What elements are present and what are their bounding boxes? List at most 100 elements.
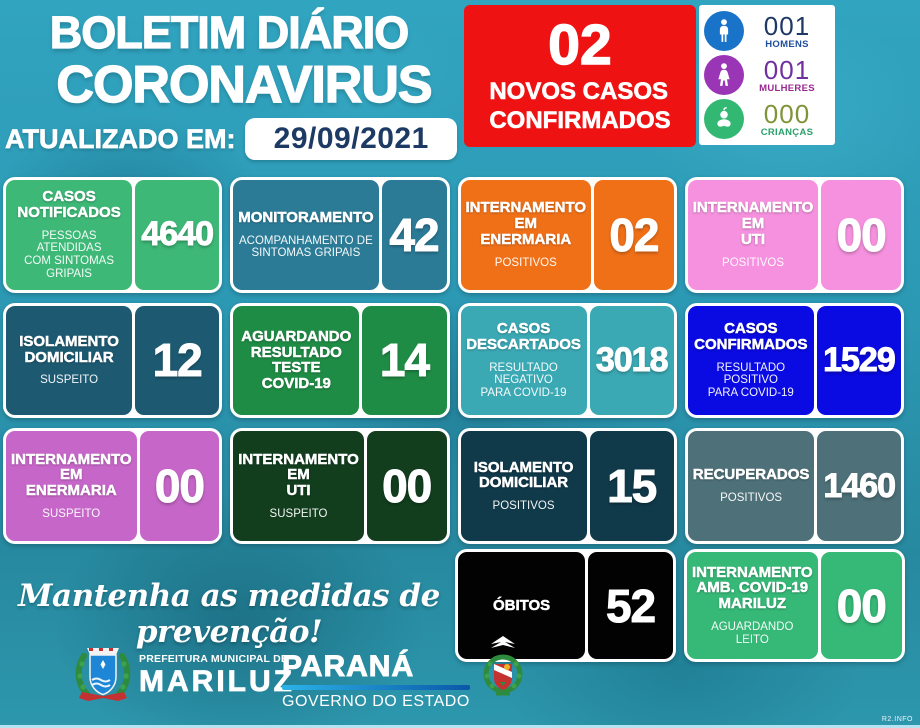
card-internamento-enfermaria-suspeito: INTERNAMENTO EM ENERMARIA SUSPEITO 00 — [3, 428, 223, 544]
card-title: AGUARDANDO RESULTADO TESTE COVID-19 — [241, 327, 352, 393]
new-cases-line2: CONFIRMADOS — [489, 107, 671, 135]
men-count: 001 — [763, 10, 811, 41]
card-title: ÓBITOS — [492, 596, 551, 614]
men-label: HOMENS — [765, 38, 809, 50]
card-isolamento-domiciliar-positivos: ISOLAMENTO DOMICILIAR POSITIVOS 15 — [457, 428, 677, 544]
new-cases-label: NOVOS CASOS CONFIRMADOS — [489, 78, 671, 136]
prefeitura-line2: MARILUZ — [139, 664, 295, 698]
card-value: 14 — [379, 334, 430, 387]
card-value: 02 — [609, 208, 660, 261]
card-value-pane: 02 — [594, 180, 674, 290]
title-line1: BOLETIM DIÁRIO — [49, 7, 410, 58]
parana-name: PARANÁ — [282, 650, 415, 683]
card-subtitle: POSITIVOS — [494, 256, 557, 269]
card-value: 1460 — [823, 466, 897, 505]
card-label-pane: MONITORAMENTO ACOMPANHAMENTO DE SINTOMAS… — [233, 180, 379, 290]
card-value: 3018 — [595, 340, 669, 379]
card-value-pane: 42 — [381, 180, 447, 290]
card-internamento-amb-covid: INTERNAMENTO AMB. COVID-19 MARILUZ AGUAR… — [684, 549, 905, 662]
card-value-pane: 1529 — [816, 305, 901, 416]
prevention-message: Mantenha as medidas de prevenção! — [18, 578, 440, 650]
card-obitos: ÓBITOS 52 — [455, 549, 676, 662]
card-aguardando-resultado: AGUARDANDO RESULTADO TESTE COVID-19 14 — [230, 302, 450, 419]
demographics-children: 000 CRIANÇAS — [744, 101, 830, 138]
card-value: 4640 — [141, 215, 215, 254]
card-value-pane: 12 — [135, 305, 220, 416]
card-subtitle: SUSPEITO — [40, 374, 99, 387]
card-value: 1529 — [823, 340, 897, 379]
prefeitura-line1: PREFEITURA MUNICIPAL DE — [139, 653, 289, 666]
card-recuperados: RECUPERADOS POSITIVOS 1460 — [684, 428, 904, 544]
card-subtitle: PESSOAS ATENDIDAS COM SINTOMAS GRIPAIS — [24, 229, 114, 280]
children-count: 000 — [763, 98, 811, 129]
card-label-pane: INTERNAMENTO EM ENERMARIA POSITIVOS — [460, 180, 592, 290]
card-title: CASOS DESCARTADOS — [466, 320, 581, 354]
title-line2: CORONAVIRUS — [56, 56, 434, 114]
card-title: INTERNAMENTO EM ENERMARIA — [11, 450, 132, 500]
card-label-pane: INTERNAMENTO EM UTI POSITIVOS — [687, 180, 819, 290]
card-label-pane: INTERNAMENTO EM ENERMARIA SUSPEITO — [6, 431, 137, 541]
demographics-men: 001 HOMENS — [744, 13, 830, 50]
card-value-pane: 00 — [820, 552, 902, 659]
card-casos-notificados: CASOS NOTIFICADOS PESSOAS ATENDIDAS COM … — [3, 177, 223, 293]
card-subtitle: POSITIVOS — [720, 492, 783, 505]
card-value-pane: 00 — [366, 431, 447, 541]
card-label-pane: ISOLAMENTO DOMICILIAR SUSPEITO — [6, 305, 133, 416]
card-value-pane: 4640 — [135, 180, 220, 290]
demographics-row-children: 000 CRIANÇAS — [704, 98, 830, 140]
card-subtitle: ACOMPANHAMENTO DE SINTOMAS GRIPAIS — [239, 234, 373, 260]
updated-label: ATUALIZADO EM: — [5, 123, 236, 154]
card-subtitle: POSITIVOS — [492, 500, 555, 513]
card-internamento-enfermaria-positivos: INTERNAMENTO EM ENERMARIA POSITIVOS 02 — [457, 177, 677, 293]
card-value: 00 — [836, 579, 887, 632]
card-subtitle: SUSPEITO — [42, 507, 101, 520]
new-cases-value: 02 — [548, 13, 613, 78]
card-label-pane: AGUARDANDO RESULTADO TESTE COVID-19 — [233, 305, 360, 416]
new-cases-line1: NOVOS CASOS — [489, 78, 669, 106]
card-isolamento-domiciliar-suspeito: ISOLAMENTO DOMICILIAR SUSPEITO 12 — [3, 302, 223, 419]
card-value: 00 — [382, 460, 433, 513]
card-subtitle: POSITIVOS — [722, 256, 785, 269]
card-casos-confirmados: CASOS CONFIRMADOS RESULTADO POSITIVO PAR… — [684, 302, 904, 419]
card-subtitle: RESULTADO POSITIVO PARA COVID-19 — [707, 361, 794, 400]
card-value-pane: 14 — [362, 305, 447, 416]
card-title: INTERNAMENTO EM ENERMARIA — [465, 199, 587, 248]
card-title: ISOLAMENTO DOMICILIAR — [473, 458, 574, 492]
card-value-pane: 3018 — [589, 305, 674, 416]
card-title: ISOLAMENTO DOMICILIAR — [19, 332, 119, 366]
card-value-pane: 52 — [588, 552, 673, 659]
card-label-pane: ISOLAMENTO DOMICILIAR POSITIVOS — [460, 431, 587, 541]
card-title: CASOS NOTIFICADOS — [17, 188, 121, 222]
parana-bar — [282, 685, 470, 690]
card-title: CASOS CONFIRMADOS — [694, 320, 808, 354]
card-internamento-uti-positivos: INTERNAMENTO EM UTI POSITIVOS 00 — [684, 177, 904, 293]
children-label: CRIANÇAS — [760, 126, 814, 138]
card-value: 42 — [389, 208, 440, 261]
women-count: 001 — [763, 54, 811, 85]
card-subtitle: RESULTADO NEGATIVO PARA COVID-19 — [480, 361, 567, 400]
card-label-pane: CASOS CONFIRMADOS RESULTADO POSITIVO PAR… — [687, 305, 814, 416]
card-value: 00 — [154, 460, 205, 513]
card-title: INTERNAMENTO EM UTI — [692, 199, 814, 248]
card-value: 00 — [836, 208, 887, 261]
male-icon — [704, 11, 744, 51]
updated-row: ATUALIZADO EM: 29/09/2021 — [5, 118, 457, 160]
card-title: RECUPERADOS — [692, 466, 810, 484]
card-value-pane: 00 — [139, 431, 220, 541]
parana-text: PARANÁ GOVERNO DO ESTADO — [282, 650, 470, 710]
parana-subtitle: GOVERNO DO ESTADO — [282, 693, 470, 710]
baby-icon — [704, 99, 744, 139]
card-value-pane: 15 — [589, 431, 674, 541]
card-subtitle: SUSPEITO — [269, 507, 328, 520]
female-icon — [704, 55, 744, 95]
card-label-pane: ÓBITOS — [458, 552, 586, 659]
parana-logo: PARANÁ GOVERNO DO ESTADO — [282, 634, 526, 710]
card-value-pane: 00 — [821, 180, 901, 290]
card-value: 15 — [607, 460, 658, 513]
page-title: BOLETIM DIÁRIO CORONAVIRUS — [0, 7, 458, 114]
card-label-pane: INTERNAMENTO AMB. COVID-19 MARILUZ AGUAR… — [687, 552, 818, 659]
card-monitoramento: MONITORAMENTO ACOMPANHAMENTO DE SINTOMAS… — [230, 177, 450, 293]
card-title: INTERNAMENTO AMB. COVID-19 MARILUZ — [692, 563, 813, 613]
card-label-pane: CASOS DESCARTADOS RESULTADO NEGATIVO PAR… — [460, 305, 587, 416]
card-value-pane: 1460 — [817, 431, 901, 541]
